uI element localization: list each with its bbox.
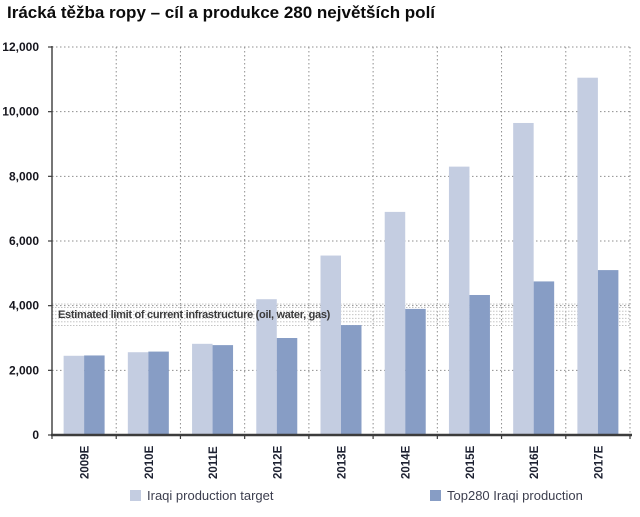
y-tick-label: 12,000 (2, 40, 39, 54)
bar-chart: Estimated limit of current infrastructur… (2, 40, 632, 479)
bar-target-2011E (192, 343, 213, 435)
bar-top280-2011E (212, 345, 234, 435)
bar-top280-2017E (597, 270, 619, 435)
y-tick-label: 0 (32, 428, 39, 442)
legend-label-top280: Top280 Iraqi production (447, 488, 583, 503)
y-tick-label: 10,000 (2, 105, 39, 119)
bar-top280-2015E (469, 294, 490, 435)
y-tick-label: 8,000 (9, 169, 39, 183)
bar-top280-2010E (148, 351, 169, 435)
bar-top280-2012E (276, 338, 298, 435)
legend: Iraqi production target Top280 Iraqi pro… (0, 488, 640, 510)
bar-top280-2009E (84, 355, 105, 435)
bar-target-2012E (256, 299, 277, 435)
legend-item-target: Iraqi production target (130, 488, 273, 503)
y-tick-label: 6,000 (9, 234, 39, 248)
x-tick-label-2011E: 2011E (208, 446, 220, 479)
x-tick-label-2015E: 2015E (465, 445, 477, 479)
y-tick-label: 2,000 (9, 363, 39, 377)
bar-target-2016E (513, 122, 534, 435)
x-tick-label-2012E: 2012E (272, 445, 284, 479)
y-tick-label: 4,000 (9, 299, 39, 313)
bar-top280-2014E (405, 308, 426, 435)
bar-target-2017E (577, 77, 598, 435)
limit-band-label: Estimated limit of current infrastructur… (58, 309, 331, 321)
x-tick-label-2014E: 2014E (401, 445, 413, 479)
bar-target-2010E (127, 352, 149, 435)
x-tick-label-2013E: 2013E (337, 445, 349, 479)
legend-swatch-top280-icon (430, 490, 441, 501)
x-tick-label-2017E: 2017E (593, 445, 605, 479)
legend-swatch-target-icon (130, 490, 141, 501)
legend-label-target: Iraqi production target (147, 488, 274, 503)
bar-target-2009E (63, 355, 85, 435)
x-tick-label-2009E: 2009E (80, 445, 92, 479)
x-tick-label-2010E: 2010E (144, 445, 156, 479)
legend-item-top280: Top280 Iraqi production (430, 488, 583, 503)
bar-target-2013E (320, 255, 341, 435)
bar-top280-2016E (533, 281, 555, 435)
bar-target-2015E (448, 166, 470, 435)
bar-top280-2013E (341, 325, 362, 435)
bar-target-2014E (384, 211, 406, 435)
chart-title: Irácká těžba ropy – cíl a produkce 280 n… (7, 3, 436, 22)
x-tick-label-2016E: 2016E (529, 445, 541, 479)
